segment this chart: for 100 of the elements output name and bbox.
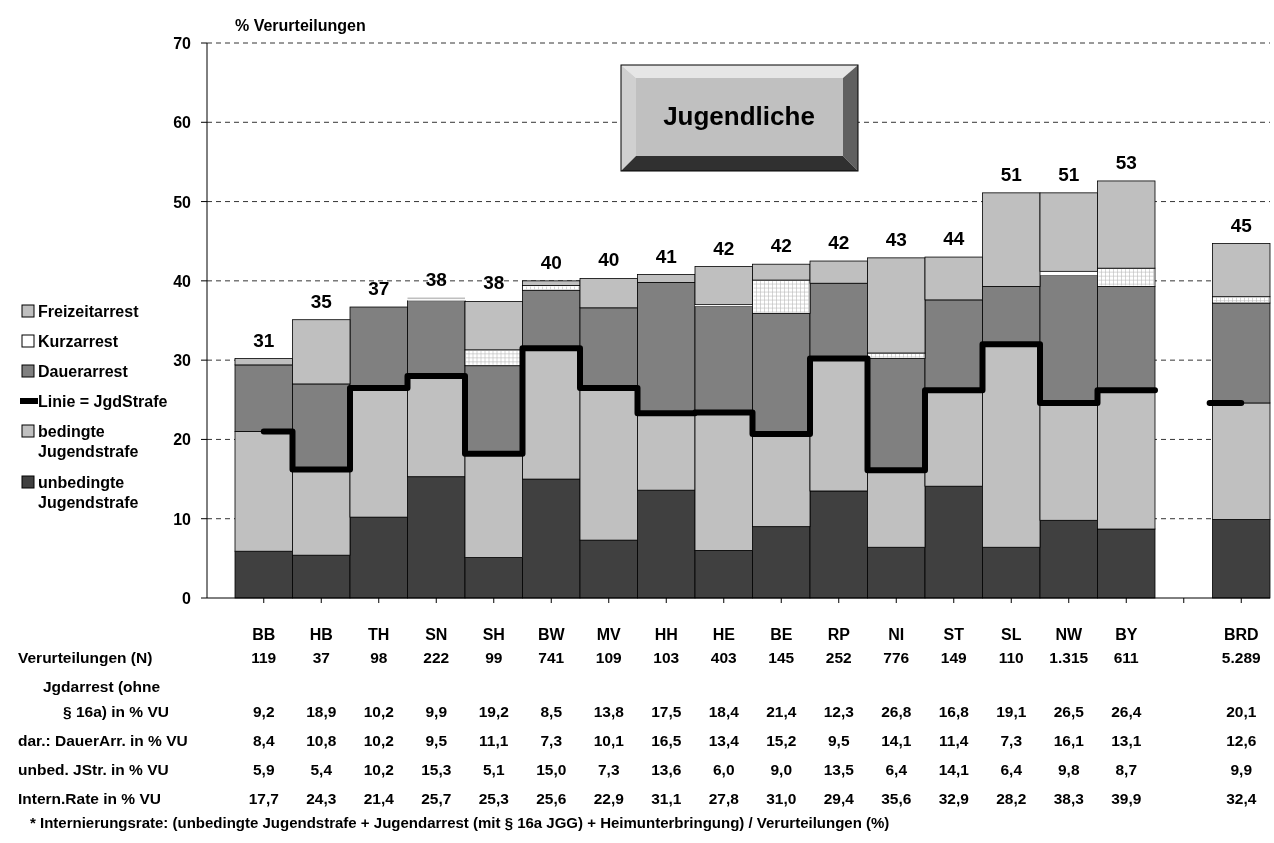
y-tick-label: 20 [173, 431, 192, 449]
legend-label: Dauerarrest [38, 363, 129, 380]
text: 110 [998, 649, 1024, 666]
text: 26,8 [881, 703, 912, 720]
legend-label: unbedingte Jugendstrafe [38, 474, 139, 511]
text: 7,3 [597, 761, 620, 778]
total-label: 51 [1058, 163, 1080, 185]
text: 6,4 [885, 761, 908, 778]
text: 10,8 [306, 732, 337, 749]
text: 9,9 [425, 703, 448, 720]
text: 13,1 [1111, 732, 1142, 749]
text: 14,1 [938, 761, 970, 778]
x-tick-label: BE [770, 626, 793, 643]
text: 31,0 [766, 790, 797, 807]
text: 9,5 [425, 732, 448, 749]
text: 5,4 [310, 761, 333, 778]
y-tick-label: 30 [173, 352, 192, 370]
x-tick-label: SN [425, 626, 448, 643]
x-tick-label: BRD [1223, 626, 1259, 643]
text: * Internierungsrate: (unbedingte Jugendstrafe + Jugendarrest (mit § 16a JGG) + Heimunterbringung) / Verurteilungen (%) [30, 814, 890, 831]
x-tick-label: NI [888, 626, 905, 643]
total-label: 38 [425, 268, 447, 290]
x-tick-label: HB [309, 626, 333, 643]
text: 252 [825, 649, 852, 666]
text: 5,9 [252, 761, 275, 778]
x-tick-label: MV [596, 626, 622, 643]
y-tick-label: 50 [173, 193, 192, 211]
x-tick-label: TH [368, 626, 390, 643]
text: 7,3 [540, 732, 563, 749]
text: 18,9 [306, 703, 337, 720]
x-tick-label: RP [827, 626, 851, 643]
text: 776 [883, 649, 910, 666]
text: 10,2 [363, 732, 394, 749]
text: 12,3 [823, 703, 855, 720]
total-label: 40 [540, 251, 562, 273]
text: 16,1 [1053, 732, 1085, 749]
text: 9,2 [252, 703, 275, 720]
text: 25,3 [478, 790, 510, 807]
text: 11,1 [479, 732, 509, 749]
text: 13,5 [823, 761, 855, 778]
x-tick-label: ST [943, 626, 965, 643]
text: 5,1 [482, 761, 505, 778]
x-tick-label: BW [537, 626, 566, 643]
text: 222 [423, 649, 450, 666]
text: Jgdarrest (ohne § 16a) in % VU [43, 678, 169, 720]
x-tick-label: SL [1001, 626, 1022, 643]
text: 10,1 [593, 732, 625, 749]
text: 99 [485, 649, 503, 666]
text: 109 [595, 649, 623, 666]
text: 8,5 [540, 703, 563, 720]
text: 145 [768, 649, 795, 666]
total-label: 42 [713, 237, 735, 259]
text: 10,2 [363, 703, 394, 720]
text: 38,3 [1053, 790, 1085, 807]
text: 13,8 [593, 703, 625, 720]
total-label: 43 [885, 228, 907, 250]
text: 103 [653, 649, 680, 666]
total-label: 53 [1115, 151, 1137, 173]
text: 8,4 [252, 732, 275, 749]
total-label: 42 [770, 235, 792, 257]
text: 21,4 [363, 790, 395, 807]
total-label: 35 [310, 290, 333, 312]
text: 22,9 [593, 790, 625, 807]
total-label: 42 [828, 232, 850, 254]
text: 9,9 [1230, 761, 1253, 778]
total-label: 45 [1230, 214, 1253, 236]
x-tick-label: BB [252, 626, 276, 643]
text: 12,6 [1226, 732, 1257, 749]
y-tick-label: 0 [182, 590, 192, 607]
text: 9,5 [827, 732, 850, 749]
total-label: 41 [655, 245, 678, 267]
text: 17,7 [248, 790, 279, 807]
total-label: 44 [943, 228, 965, 250]
legend-label: Freizeitarrest [38, 303, 140, 320]
y-tick-label: 70 [173, 35, 192, 52]
text: 119 [251, 649, 277, 666]
text: 16,8 [938, 703, 970, 720]
text: 741 [538, 649, 565, 666]
text: 5.289 [1221, 649, 1262, 666]
text: 25,7 [421, 790, 452, 807]
text: 39,9 [1111, 790, 1142, 807]
text: 32,9 [938, 790, 970, 807]
text: 7,3 [1000, 732, 1023, 749]
text: 611 [1113, 649, 1140, 666]
text: 149 [940, 649, 968, 666]
text: 20,1 [1226, 703, 1257, 720]
text: 15,0 [536, 761, 567, 778]
text: 37 [312, 649, 330, 666]
x-tick-label: BY [1115, 626, 1138, 643]
text: 25,6 [536, 790, 567, 807]
legend-label: Linie = JgdStrafe [38, 393, 168, 410]
text: 35,6 [881, 790, 912, 807]
text: 24,3 [306, 790, 337, 807]
text: 18,4 [708, 703, 740, 720]
total-label: 31 [253, 329, 275, 351]
text: 15,2 [766, 732, 797, 749]
text: 29,4 [823, 790, 855, 807]
text: 6,0 [712, 761, 735, 778]
y-axis-title: % Verurteilungen [235, 17, 366, 34]
text: 6,4 [1000, 761, 1023, 778]
